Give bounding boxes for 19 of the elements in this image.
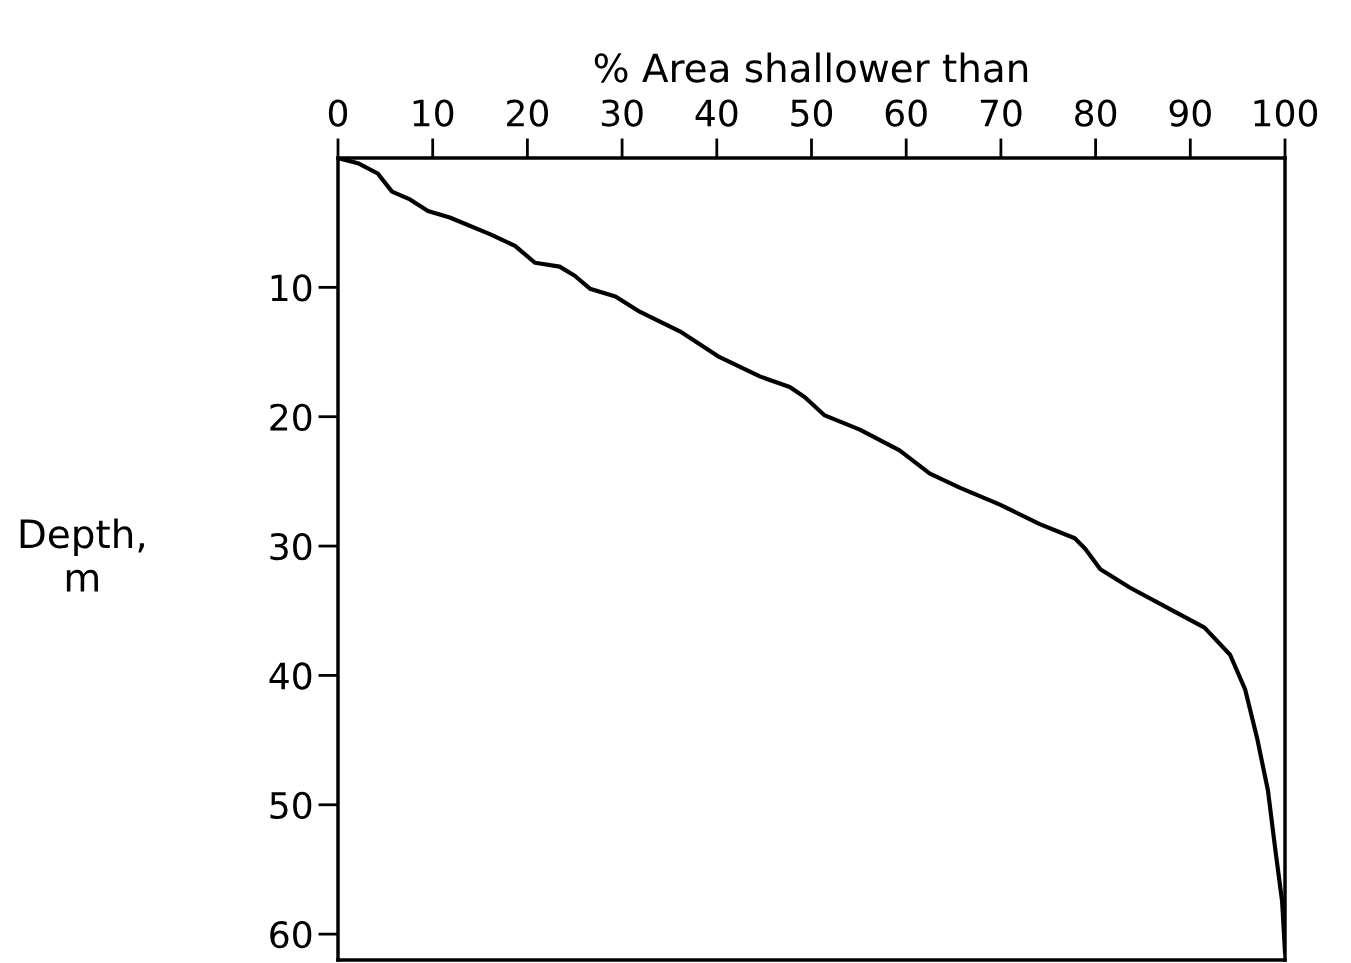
y-tick-label: 20 [270, 403, 312, 431]
x-tick-label: 40 [695, 99, 738, 127]
y-tick-label: 10 [271, 274, 312, 302]
x-tick-label: 0 [328, 99, 348, 127]
x-axis-title: % Area shallower than [594, 52, 1028, 83]
x-tick-label: 90 [1169, 99, 1211, 127]
x-tick-label: 70 [980, 99, 1022, 127]
x-tick-label: 20 [507, 99, 548, 127]
x-tick-label: 30 [601, 99, 643, 127]
y-tick-label: 60 [270, 921, 312, 949]
y-tick-label: 30 [270, 532, 312, 561]
y-axis-title: Depth, m [20, 518, 144, 592]
y-tick-label: 40 [269, 662, 312, 690]
x-tick-label: 50 [791, 99, 833, 127]
x-tick-label: 100 [1254, 99, 1318, 127]
x-tick-label: 80 [1075, 99, 1117, 127]
x-tick-label: 60 [885, 99, 927, 127]
x-tick-label: 10 [413, 99, 454, 127]
y-tick-label: 50 [270, 791, 312, 820]
